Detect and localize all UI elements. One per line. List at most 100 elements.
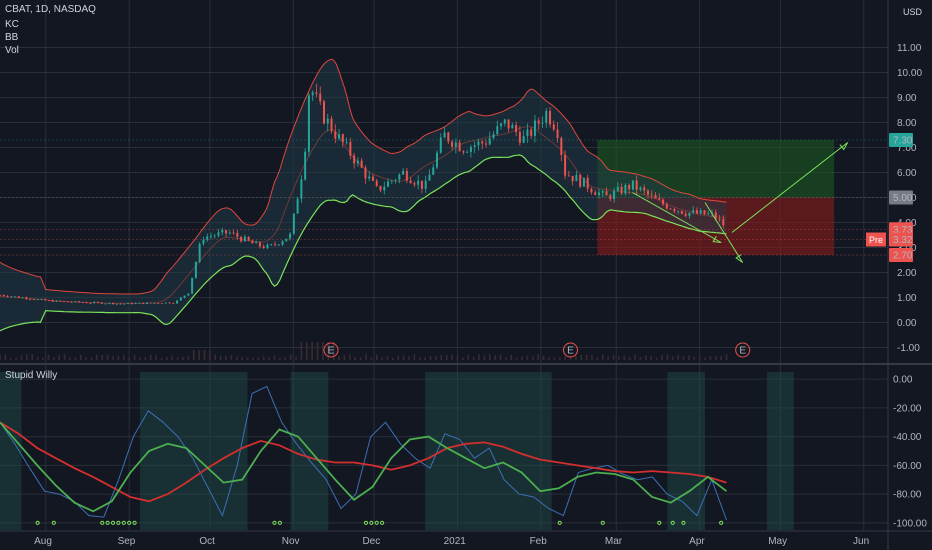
trend-arrow (632, 192, 722, 243)
earnings-marker-text-0: E (328, 346, 335, 357)
price-label-0: 7.30 (893, 136, 913, 147)
candle-body (232, 232, 235, 234)
volume-bar (575, 355, 577, 360)
volume-bar (42, 357, 44, 360)
candle-body (353, 155, 356, 164)
volume-bar (370, 357, 373, 360)
volume-bar (521, 356, 523, 360)
candle-body (526, 129, 529, 137)
volume-bar (0, 355, 1, 360)
volume-bar (236, 356, 238, 360)
candle-body (47, 300, 50, 301)
candle-body (119, 303, 122, 305)
oversold-dot-20 (719, 520, 724, 525)
time-tick-label-7: Mar (605, 536, 623, 547)
volume-bar (467, 355, 470, 360)
candle-body (285, 238, 288, 242)
candle-body (560, 138, 563, 155)
indicator-bb-label[interactable]: BB (5, 32, 19, 43)
candle-body (484, 143, 487, 145)
candle-body (518, 132, 521, 143)
willy-tick-label-5: -100.00 (893, 518, 927, 529)
candle-body (85, 302, 88, 304)
volume-bar (429, 355, 432, 360)
keltner-upper-line (0, 58, 727, 295)
volume-bar (671, 356, 674, 360)
volume-bar (418, 357, 421, 360)
volume-bar (564, 356, 566, 360)
earnings-marker-2 (735, 342, 751, 358)
candle-body (17, 296, 20, 298)
volume-bar (354, 357, 356, 360)
candle-body (549, 110, 552, 125)
oversold-dot-0 (35, 520, 40, 525)
candle-body (145, 302, 148, 304)
volume-bar (112, 356, 114, 360)
candle-body (315, 92, 318, 94)
candle-body (654, 195, 657, 199)
candle-body (104, 303, 107, 305)
candle-body (206, 236, 209, 240)
volume-bar (101, 354, 104, 360)
volume-bar (219, 355, 222, 360)
candle-body (669, 208, 672, 210)
volume-bar (9, 357, 12, 360)
volume-bar (332, 342, 335, 360)
bollinger-lower-line (0, 154, 727, 332)
candle-body (228, 232, 231, 234)
volume-bar (548, 356, 550, 360)
volume-bar (284, 357, 287, 360)
oversold-dot-17 (657, 520, 662, 525)
candle-body (364, 167, 367, 179)
candle-body (368, 176, 371, 179)
oversold-dot-4 (110, 520, 116, 525)
candle-body (628, 185, 631, 190)
volume-bar (397, 355, 400, 360)
volume-bar (69, 357, 71, 360)
indicator-panel-title[interactable]: Stupid Willy (5, 370, 58, 381)
volume-bar (4, 354, 7, 360)
symbol-line: CBAT, 1D, NASDAQ (5, 4, 96, 15)
projection-arrow-up (731, 142, 848, 233)
currency-label: USD (903, 7, 923, 17)
volume-bar (515, 357, 518, 360)
candle-body (552, 124, 555, 130)
candle-body (643, 187, 646, 191)
candle-body (319, 93, 322, 102)
volume-bar (478, 354, 480, 360)
candle-body (507, 119, 510, 129)
candle-body (258, 242, 261, 247)
volume-bar (435, 356, 437, 360)
oversold-dot-11 (363, 520, 369, 525)
candle-body (714, 212, 717, 219)
volume-bar (63, 354, 66, 360)
candle-body (564, 154, 567, 176)
volume-bar (386, 356, 389, 360)
indicator-kc-label[interactable]: KC (5, 19, 19, 30)
candle-body (134, 303, 137, 305)
oversold-dot-16 (600, 520, 605, 525)
volume-bar (704, 357, 706, 360)
volume-bar (526, 355, 529, 360)
indicator-vol-label[interactable]: Vol (5, 45, 19, 56)
candle-body (345, 141, 348, 143)
candle-body (515, 125, 518, 133)
oversold-dot-10 (277, 520, 282, 525)
candle-body (236, 232, 239, 237)
candle-body (176, 300, 179, 304)
candle-body (14, 296, 17, 298)
volume-bar (601, 354, 604, 360)
candle-body (420, 180, 423, 189)
candle-body (334, 131, 337, 139)
candle-body (311, 92, 314, 96)
candle-body (341, 134, 344, 143)
candle-body (183, 295, 186, 298)
volume-bar (144, 357, 147, 360)
volume-bar (618, 356, 620, 360)
volume-bar (96, 354, 98, 360)
candle-body (240, 236, 243, 242)
volume-bar (311, 342, 313, 360)
candle-body (500, 123, 503, 127)
volume-bar (322, 342, 324, 360)
